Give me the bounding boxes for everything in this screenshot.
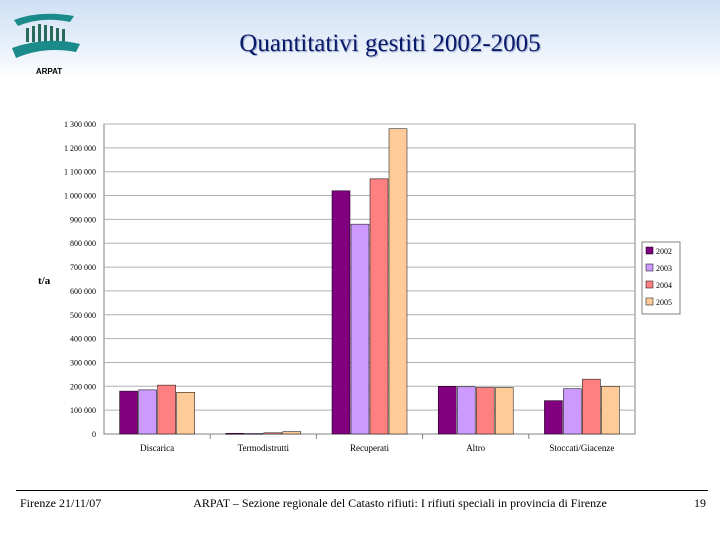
legend: 2002 2003 2004 2005 (641, 241, 681, 315)
bar-2003-0 (138, 389, 157, 435)
y-tick-labels: 0 100 000 200 000 300 000 400 000 500 000 600 … (64, 120, 96, 439)
bar-2002-4 (544, 400, 563, 435)
legend-swatch-2004 (645, 280, 654, 289)
y-tick-label: 600 000 (70, 287, 96, 296)
y-tick-label: 100 000 (70, 406, 96, 415)
legend-label-2004: 2004 (656, 281, 672, 290)
bar-2004-4 (582, 378, 601, 435)
bar-2005-3 (494, 387, 514, 435)
logo-wave-bottom (12, 40, 80, 58)
legend-swatch-2003 (645, 263, 654, 272)
bar-2002-2 (331, 190, 351, 435)
bar-2005-2 (388, 128, 408, 435)
legend-label-2002: 2002 (656, 247, 672, 256)
y-axis-label: t/a (38, 275, 51, 287)
y-tick-label: 1 200 000 (64, 144, 96, 153)
x-tick-label: Stoccati/Giacenze (549, 443, 614, 453)
x-tick-label: Discarica (140, 443, 174, 453)
y-tick-label: 0 (92, 430, 96, 439)
bar-2002-1 (225, 433, 245, 435)
x-tick-label: Termodistrutti (238, 443, 290, 453)
bar-2004-0 (157, 384, 176, 435)
y-tick-label: 200 000 (70, 382, 96, 391)
x-tick-label: Altro (466, 443, 485, 453)
footer-caption: ARPAT – Sezione regionale del Catasto ri… (193, 496, 607, 510)
plot-frame (103, 123, 636, 435)
y-tick-label: 500 000 (70, 311, 96, 320)
y-tick-label: 300 000 (70, 358, 96, 367)
grid-layer (103, 123, 636, 435)
bar-2004-3 (475, 387, 495, 435)
legend-swatch-2002 (645, 246, 654, 255)
bar-2005-0 (176, 392, 195, 435)
footer-date: Firenze 21/11/07 (20, 496, 102, 510)
y-tick-label: 1 100 000 (64, 168, 96, 177)
logo-wave-top (14, 13, 74, 26)
bar-chart: 0 100 000 200 000 300 000 400 000 500 000 600 … (38, 120, 681, 453)
bar-2004-1 (263, 432, 283, 435)
y-tick-label: 800 000 (70, 239, 96, 248)
y-tick-label: 1 300 000 (64, 120, 96, 129)
legend-swatch-2005 (645, 297, 654, 306)
bar-2003-1 (244, 433, 264, 435)
bar-2003-2 (350, 223, 370, 435)
y-tick-label: 700 000 (70, 263, 96, 272)
y-tick-label: 1 000 000 (64, 192, 96, 201)
legend-label-2003: 2003 (656, 264, 672, 273)
bar-2005-1 (282, 431, 302, 435)
bar-2002-0 (119, 390, 138, 435)
bar-2004-2 (369, 178, 389, 435)
legend-label-2005: 2005 (656, 298, 672, 307)
bar-2003-4 (563, 388, 582, 435)
bar-2005-4 (601, 386, 620, 435)
header-band (0, 0, 720, 78)
logo-trees-icon (26, 24, 65, 42)
bar-2003-3 (456, 386, 476, 435)
y-tick-label: 400 000 (70, 335, 96, 344)
x-tick-labels: Discarica Termodistrutti Recuperati Altro St… (140, 434, 614, 453)
logo-text: ARPAT (36, 67, 62, 76)
bar-2002-3 (437, 386, 457, 435)
footer-rule (16, 490, 708, 491)
bars (119, 128, 620, 435)
y-tick-label: 900 000 (70, 215, 96, 224)
arpat-logo: ARPAT (12, 13, 80, 76)
slide-title: Quantitativi gestiti 2002-2005 (239, 30, 541, 57)
page-number: 19 (694, 496, 706, 510)
x-tick-label: Recuperati (350, 443, 389, 453)
